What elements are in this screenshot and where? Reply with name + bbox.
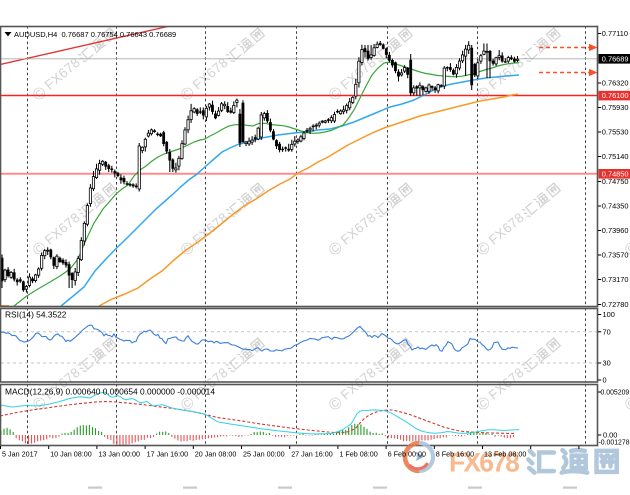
svg-text:13 Feb 08:00: 13 Feb 08:00 [484, 450, 526, 459]
svg-text:20 Jan 08:00: 20 Jan 08:00 [195, 450, 237, 459]
svg-text:-0.001278: -0.001278 [599, 439, 630, 446]
svg-text:0.75930: 0.75930 [602, 103, 629, 112]
svg-text:0.73170: 0.73170 [602, 275, 629, 284]
svg-text:8 Feb 16:00: 8 Feb 16:00 [436, 450, 474, 459]
svg-text:17 Jan 16:00: 17 Jan 16:00 [147, 450, 189, 459]
svg-text:MACD(12,26,9) 0.000640 0.00065: MACD(12,26,9) 0.000640 0.000654 0.000000… [5, 387, 215, 397]
svg-text:0.75140: 0.75140 [602, 152, 629, 161]
svg-text:0.74850: 0.74850 [602, 169, 629, 178]
svg-text:10 Jan 08:00: 10 Jan 08:00 [50, 450, 92, 459]
svg-text:5 Jan 2017: 5 Jan 2017 [2, 450, 38, 459]
svg-text:30: 30 [603, 359, 611, 368]
svg-text:13 Jan 00:00: 13 Jan 00:00 [98, 450, 140, 459]
svg-text:0.75530: 0.75530 [602, 128, 629, 137]
svg-text:25 Jan 00:00: 25 Jan 00:00 [243, 450, 285, 459]
svg-text:70: 70 [603, 328, 611, 337]
svg-text:0.76320: 0.76320 [602, 79, 629, 88]
svg-text:100: 100 [603, 310, 615, 319]
svg-text:0.00: 0.00 [603, 431, 617, 440]
svg-text:27 Jan 16:00: 27 Jan 16:00 [291, 450, 333, 459]
svg-text:0.73570: 0.73570 [602, 251, 629, 260]
svg-text:0.005209: 0.005209 [601, 390, 630, 397]
svg-text:0.74350: 0.74350 [602, 202, 629, 211]
svg-text:1 Feb 08:00: 1 Feb 08:00 [339, 450, 377, 459]
svg-text:0.73960: 0.73960 [602, 226, 629, 235]
svg-text:RSI(14) 54.3522: RSI(14) 54.3522 [5, 310, 67, 320]
svg-text:0.72780: 0.72780 [602, 300, 629, 309]
svg-text:AUDUSD,H4 0.76687 0.76754 0.7: AUDUSD,H4 0.76687 0.76754 0.76643 0.7668… [14, 30, 176, 39]
svg-text:6 Feb 00:00: 6 Feb 00:00 [388, 450, 426, 459]
svg-text:0.77110: 0.77110 [602, 29, 628, 38]
svg-text:0.76689: 0.76689 [602, 54, 629, 63]
svg-text:0.76100: 0.76100 [602, 91, 629, 100]
svg-text:0: 0 [603, 376, 607, 385]
